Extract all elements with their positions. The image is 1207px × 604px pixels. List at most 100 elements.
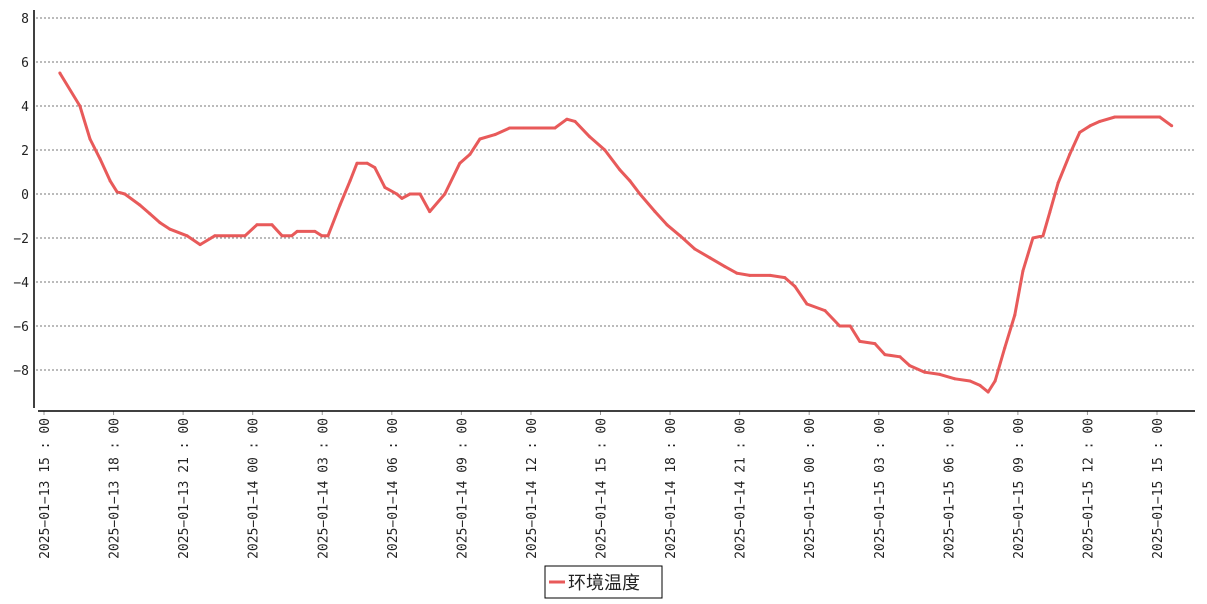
data-point xyxy=(953,377,957,381)
data-point xyxy=(158,221,162,225)
x-tick-label: 2025−01−15 15 : 00 xyxy=(1151,418,1166,559)
data-point xyxy=(1021,269,1025,273)
data-point xyxy=(898,355,902,359)
data-point xyxy=(535,126,539,130)
data-point xyxy=(678,234,682,238)
x-tick-label: 2025−01−13 18 : 00 xyxy=(108,418,123,559)
x-tick-label: 2025−01−14 15 : 00 xyxy=(595,418,610,559)
x-tick-label: 2025−01−15 06 : 00 xyxy=(942,418,957,559)
y-tick-label: −8 xyxy=(13,364,29,379)
data-point xyxy=(723,265,727,269)
series-line xyxy=(58,72,1173,394)
data-point xyxy=(1068,152,1072,156)
x-tick-label: 2025−01−14 12 : 00 xyxy=(525,418,540,559)
data-point xyxy=(395,192,399,196)
data-point xyxy=(793,284,797,288)
data-point xyxy=(1113,115,1117,119)
data-point xyxy=(168,227,172,231)
data-point xyxy=(1170,124,1174,128)
data-point xyxy=(735,271,739,275)
data-point xyxy=(443,192,447,196)
x-tick-label: 2025−01−15 00 : 00 xyxy=(803,418,818,559)
data-point xyxy=(978,383,982,387)
data-point xyxy=(383,185,387,189)
x-tick-label: 2025−01−14 00 : 00 xyxy=(247,418,262,559)
data-point xyxy=(1088,124,1092,128)
data-point xyxy=(255,223,259,227)
data-point xyxy=(1013,313,1017,317)
data-point xyxy=(458,161,462,165)
data-point xyxy=(968,379,972,383)
data-point xyxy=(838,324,842,328)
data-point xyxy=(493,133,497,137)
data-point xyxy=(418,192,422,196)
data-point xyxy=(573,119,577,123)
data-point xyxy=(295,229,299,233)
x-tick-label: 2025−01−14 06 : 00 xyxy=(386,418,401,559)
data-point xyxy=(243,234,247,238)
x-tick-label: 2025−01−14 09 : 00 xyxy=(455,418,470,559)
grid-lines xyxy=(36,17,1195,371)
x-tick-label: 2025−01−14 21 : 00 xyxy=(734,418,749,559)
series-layer xyxy=(58,71,1174,394)
data-point xyxy=(213,234,217,238)
legend-label: 环境温度 xyxy=(568,573,640,594)
data-point xyxy=(1041,234,1045,238)
y-tick-label: 2 xyxy=(21,144,29,159)
data-point xyxy=(1078,130,1082,134)
data-point xyxy=(923,370,927,374)
y-tick-label: 8 xyxy=(21,12,29,27)
data-point xyxy=(523,126,527,130)
data-point xyxy=(428,210,432,214)
y-axis-ticks: −8 −6 −4 −2 0 2 4 6 8 xyxy=(13,12,29,379)
data-point xyxy=(1003,346,1007,350)
data-point xyxy=(326,234,330,238)
data-point xyxy=(185,234,189,238)
data-point xyxy=(365,161,369,165)
data-point xyxy=(98,157,102,161)
x-tick-label: 2025−01−13 21 : 00 xyxy=(177,418,192,559)
x-tick-label: 2025−01−14 18 : 00 xyxy=(664,418,679,559)
data-point xyxy=(313,229,317,233)
x-tick-label: 2025−01−15 12 : 00 xyxy=(1081,418,1096,559)
data-point xyxy=(1031,236,1035,240)
data-point xyxy=(478,137,482,141)
data-point xyxy=(1158,115,1162,119)
data-point xyxy=(805,302,809,306)
y-tick-label: 4 xyxy=(21,100,29,115)
data-point xyxy=(768,273,772,277)
x-tick-label: 2025−01−15 03 : 00 xyxy=(873,418,888,559)
data-point xyxy=(708,256,712,260)
y-tick-label: −2 xyxy=(13,232,29,247)
x-tick-label: 2025−01−14 03 : 00 xyxy=(316,418,331,559)
legend[interactable]: 环境温度 xyxy=(544,565,663,599)
data-point xyxy=(138,203,142,207)
data-point xyxy=(320,234,324,238)
data-point xyxy=(908,364,912,368)
data-point xyxy=(373,166,377,170)
data-point xyxy=(783,276,787,280)
data-point xyxy=(78,104,82,108)
data-point xyxy=(88,137,92,141)
data-point xyxy=(355,161,359,165)
data-point xyxy=(628,179,632,183)
data-point xyxy=(618,168,622,172)
data-point xyxy=(1056,181,1060,185)
data-point xyxy=(198,243,202,247)
data-point xyxy=(938,372,942,376)
y-tick-label: −6 xyxy=(13,320,29,335)
x-axis-ticks: 2025−01−13 15 : 00 2025−01−13 18 : 00 2025… xyxy=(38,411,1166,559)
data-point xyxy=(468,152,472,156)
data-point xyxy=(58,71,62,75)
data-point xyxy=(408,192,412,196)
data-point xyxy=(115,190,119,194)
data-point xyxy=(993,379,997,383)
data-point xyxy=(123,192,127,196)
data-point xyxy=(270,223,274,227)
y-tick-label: 6 xyxy=(21,56,29,71)
data-point xyxy=(883,353,887,357)
data-point xyxy=(400,196,404,200)
data-point xyxy=(603,148,607,152)
data-point xyxy=(148,212,152,216)
